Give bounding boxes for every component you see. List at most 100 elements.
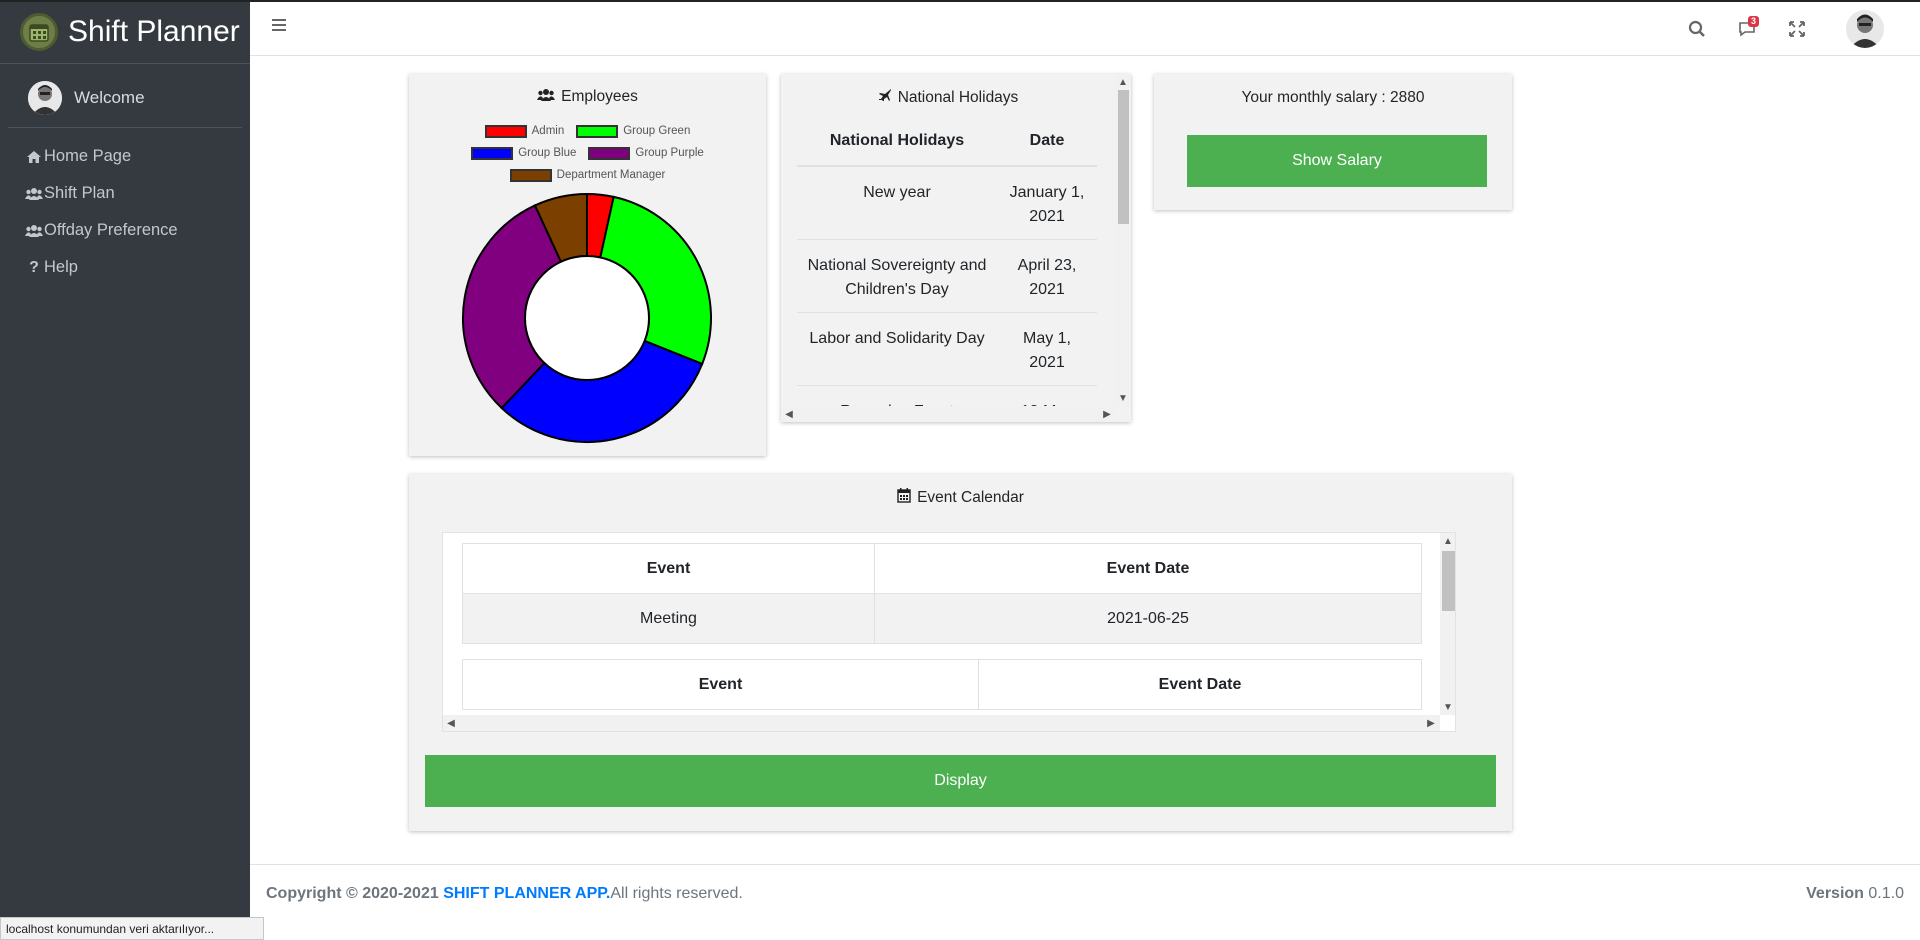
- table-row: Meeting 2021-06-25: [462, 593, 1422, 644]
- users-icon: [537, 88, 556, 106]
- scroll-up-icon[interactable]: ▲: [1118, 76, 1128, 88]
- column-header[interactable]: Event: [462, 659, 979, 710]
- fullscreen-icon[interactable]: [1772, 2, 1822, 56]
- avatar: [28, 80, 62, 115]
- sidebar-item-shift-plan[interactable]: Shift Plan: [0, 175, 250, 212]
- brand[interactable]: Shift Planner: [0, 0, 250, 64]
- version-label: Version: [1806, 885, 1864, 902]
- user-panel[interactable]: Welcome: [8, 68, 242, 128]
- scroll-right-icon[interactable]: ▶: [1103, 408, 1111, 420]
- version-number: 0.1.0: [1868, 885, 1904, 902]
- scroll-left-icon[interactable]: ◀: [447, 717, 455, 729]
- show-salary-button[interactable]: Show Salary: [1187, 135, 1487, 187]
- legend-swatch: [576, 124, 619, 138]
- scrollbar-thumb[interactable]: [1118, 90, 1129, 224]
- holiday-date: 13 May: [997, 384, 1097, 406]
- holidays-title: National Holidays: [781, 88, 1115, 107]
- sidebar-item-offday-preference[interactable]: Offday Preference: [0, 212, 250, 249]
- scroll-left-icon[interactable]: ◀: [785, 408, 793, 420]
- legend-item[interactable]: Group Blue: [471, 142, 576, 164]
- legend-swatch: [471, 146, 514, 160]
- employees-card: Employees Admin Group Green Group Blue G…: [409, 74, 766, 456]
- window-top-border: [0, 0, 1920, 2]
- events-scroll-container[interactable]: Event Event Date Meeting 2021-06-25 Even…: [442, 532, 1456, 732]
- legend-label: Department Manager: [556, 169, 666, 181]
- holiday-name: Labor and Solidarity Day: [797, 311, 997, 385]
- event-calendar-title-text: Event Calendar: [917, 489, 1024, 506]
- sidebar-item-label: Home Page: [44, 147, 132, 165]
- messages-icon[interactable]: 3: [1722, 2, 1772, 56]
- legend-item[interactable]: Group Purple: [588, 142, 704, 164]
- event-name: Meeting: [462, 593, 875, 644]
- holidays-title-text: National Holidays: [897, 88, 1019, 106]
- events-table-secondary: Event Event Date: [462, 659, 1422, 710]
- calendar-icon: [20, 12, 58, 51]
- event-date: 2021-06-25: [874, 593, 1422, 644]
- browser-status-bar: localhost konumundan veri aktarılıyor...: [0, 917, 264, 940]
- holidays-table: National Holidays Date New year January …: [797, 116, 1097, 406]
- legend-swatch: [484, 124, 527, 138]
- scroll-down-icon[interactable]: ▼: [1118, 392, 1128, 404]
- monthly-salary-text: Your monthly salary : 2880: [1241, 89, 1425, 106]
- holiday-date: January 1, 2021: [997, 165, 1097, 239]
- legend-label: Admin: [531, 125, 565, 137]
- sidebar-nav: Home Page Shift Plan Offday Preference ?…: [0, 138, 250, 286]
- scrollbar-thumb[interactable]: [1442, 551, 1455, 611]
- scroll-right-icon[interactable]: ▶: [1427, 717, 1435, 729]
- holiday-date: April 23, 2021: [997, 238, 1097, 312]
- column-header[interactable]: Event Date: [874, 543, 1422, 594]
- holiday-name: National Sovereignty and Children's Day: [797, 238, 997, 312]
- sidebar-item-label: Shift Plan: [44, 184, 115, 202]
- employees-title: Employees: [409, 88, 766, 106]
- legend-item[interactable]: Group Green: [576, 120, 690, 142]
- sidebar-item-label: Offday Preference: [44, 221, 178, 239]
- topbar-actions: 3: [1672, 2, 1920, 56]
- copyright-text: Copyright © 2020-2021: [266, 885, 439, 902]
- horizontal-scrollbar[interactable]: ◀ ▶: [781, 406, 1115, 422]
- legend-label: Group Blue: [518, 147, 577, 159]
- holidays-table-viewport[interactable]: National Holidays Date New year January …: [797, 116, 1097, 406]
- employees-donut-chart: [462, 192, 712, 443]
- footer-version: Version 0.1.0: [1806, 885, 1904, 903]
- holiday-date: May 1, 2021: [997, 311, 1097, 385]
- table-row: Ramadan Feast 13 May: [797, 384, 1097, 406]
- legend-item[interactable]: Admin: [484, 120, 565, 142]
- question-icon: ?: [29, 258, 39, 276]
- menu-toggle-icon[interactable]: [272, 18, 288, 37]
- users-icon: [24, 187, 44, 200]
- search-icon[interactable]: [1672, 2, 1722, 56]
- column-header[interactable]: National Holidays: [797, 116, 997, 167]
- user-avatar[interactable]: [1846, 10, 1884, 48]
- holidays-card: National Holidays National Holidays Date…: [781, 74, 1131, 422]
- chart-legend: Admin Group Green Group Blue Group Purpl…: [409, 120, 766, 186]
- donut-hole: [524, 255, 650, 381]
- table-row: New year January 1, 2021: [797, 165, 1097, 239]
- column-header[interactable]: Date: [997, 116, 1097, 167]
- table-row: National Sovereignty and Children's Day …: [797, 238, 1097, 312]
- home-icon: [24, 150, 44, 164]
- topbar: 3: [250, 2, 1920, 56]
- display-button[interactable]: Display: [425, 755, 1496, 807]
- event-calendar-title: Event Calendar: [409, 488, 1512, 508]
- vertical-scrollbar[interactable]: ▲ ▼: [1115, 74, 1131, 406]
- column-header[interactable]: Event: [462, 543, 875, 594]
- column-header[interactable]: Event Date: [978, 659, 1422, 710]
- sidebar-item-home-page[interactable]: Home Page: [0, 138, 250, 175]
- salary-card: Your monthly salary : 2880 Show Salary: [1154, 74, 1512, 210]
- events-table: Event Event Date Meeting 2021-06-25: [462, 543, 1422, 644]
- vertical-scrollbar[interactable]: ▲ ▼: [1440, 533, 1455, 715]
- rights-text: All rights reserved.: [610, 885, 743, 902]
- employees-title-text: Employees: [561, 88, 638, 105]
- app-name-link[interactable]: SHIFT PLANNER APP.: [443, 885, 611, 902]
- footer-copyright: Copyright © 2020-2021 SHIFT PLANNER APP.…: [266, 885, 743, 903]
- scroll-down-icon[interactable]: ▼: [1443, 701, 1453, 713]
- scroll-up-icon[interactable]: ▲: [1443, 535, 1453, 547]
- horizontal-scrollbar[interactable]: ◀ ▶: [443, 715, 1440, 731]
- sidebar-item-help[interactable]: ? Help: [0, 249, 250, 286]
- welcome-text: Welcome: [74, 87, 145, 107]
- users-icon: [24, 224, 44, 237]
- plane-icon: [878, 88, 892, 107]
- legend-item[interactable]: Department Manager: [509, 164, 666, 186]
- table-row: Labor and Solidarity Day May 1, 2021: [797, 311, 1097, 385]
- sidebar: Shift Planner Welcome Home Page Shift Pl: [0, 0, 250, 940]
